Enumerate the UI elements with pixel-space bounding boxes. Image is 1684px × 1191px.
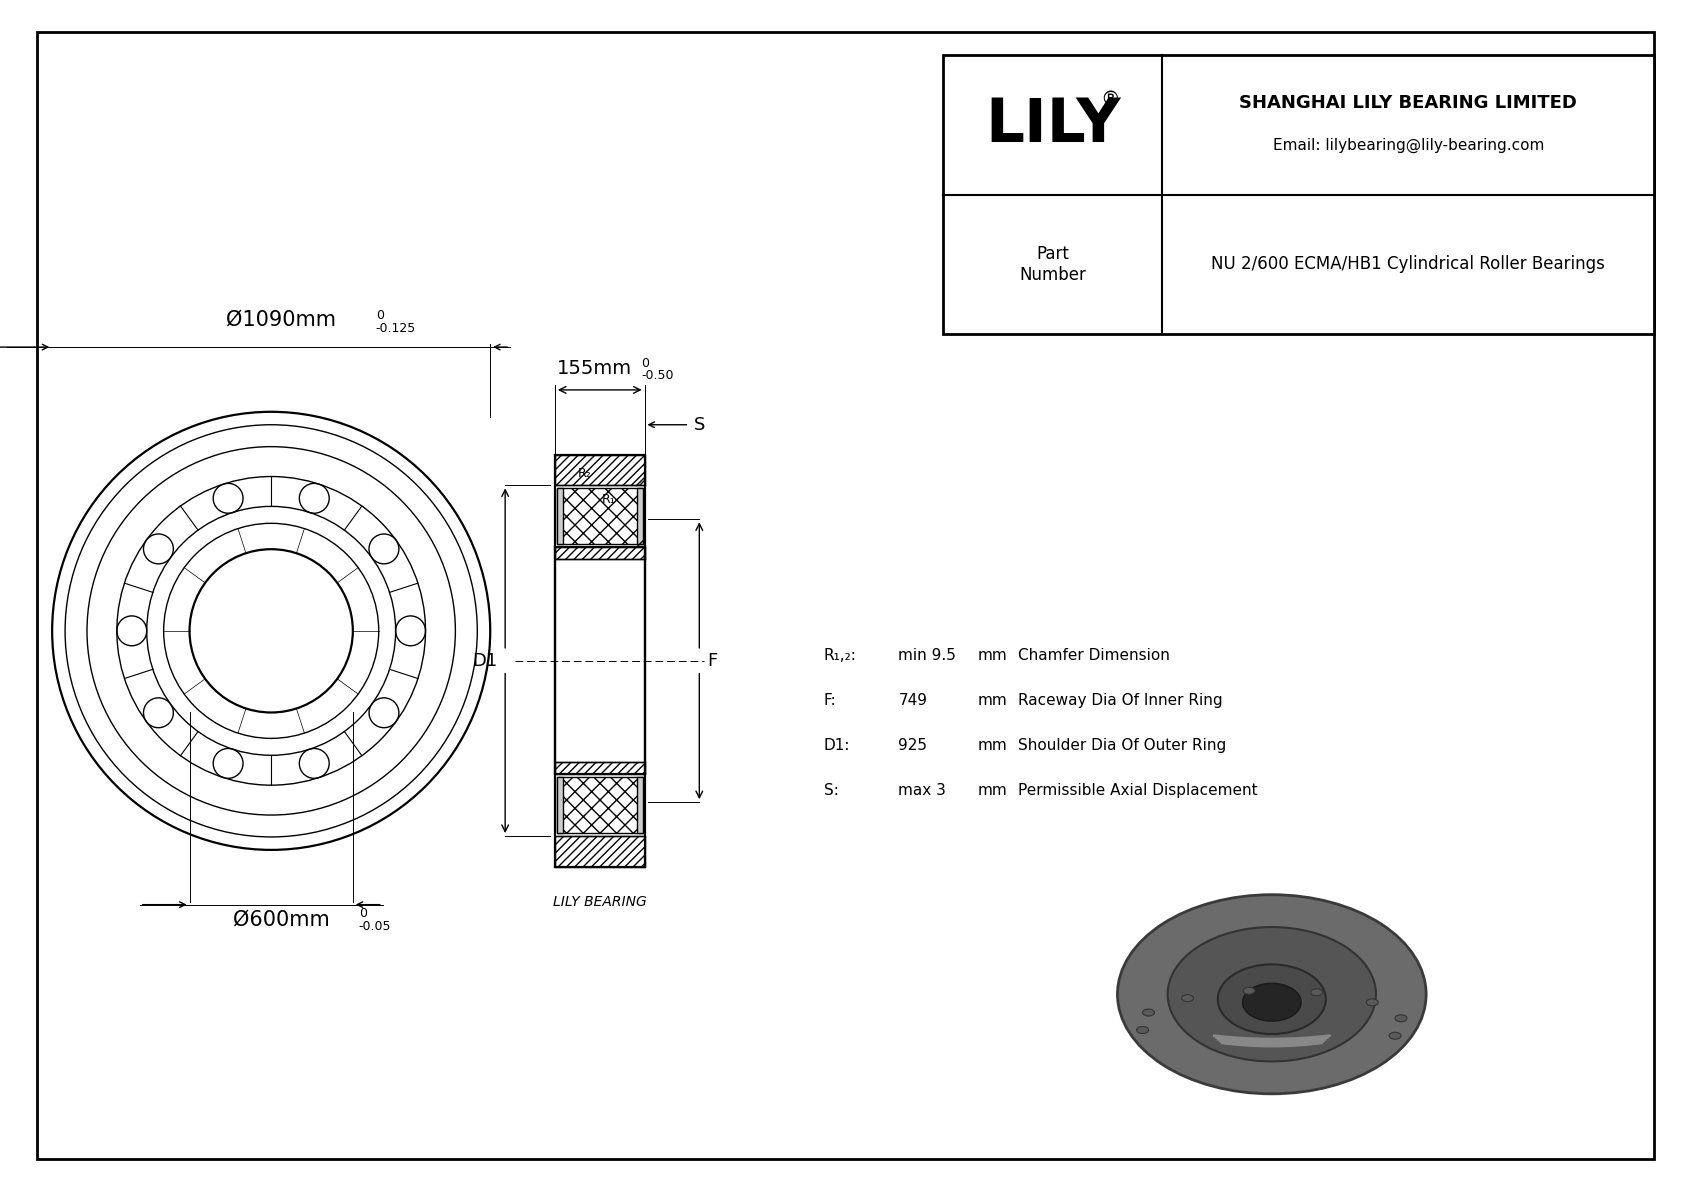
Ellipse shape <box>1243 987 1255 994</box>
Text: SHANGHAI LILY BEARING LIMITED: SHANGHAI LILY BEARING LIMITED <box>1239 94 1578 112</box>
Text: 749: 749 <box>899 693 928 707</box>
Ellipse shape <box>1243 984 1302 1021</box>
Text: max 3: max 3 <box>899 782 946 798</box>
Text: Email: lilybearing@lily-bearing.com: Email: lilybearing@lily-bearing.com <box>1273 137 1544 152</box>
Ellipse shape <box>1394 1015 1406 1022</box>
Text: D1: D1 <box>472 651 497 669</box>
Text: S:: S: <box>823 782 839 798</box>
Ellipse shape <box>1167 927 1376 1061</box>
Bar <box>943 55 1654 335</box>
Text: mm: mm <box>978 693 1007 707</box>
Text: R₁: R₁ <box>601 493 615 506</box>
Bar <box>557 778 643 833</box>
Text: Raceway Dia Of Inner Ring: Raceway Dia Of Inner Ring <box>1017 693 1223 707</box>
Bar <box>556 547 645 559</box>
Ellipse shape <box>1142 1009 1155 1016</box>
Text: LILY: LILY <box>985 95 1120 155</box>
Bar <box>556 455 645 486</box>
Text: Ø600mm: Ø600mm <box>232 910 330 930</box>
Ellipse shape <box>1389 1033 1401 1040</box>
Bar <box>556 836 645 867</box>
Text: mm: mm <box>978 782 1007 798</box>
Text: D1:: D1: <box>823 738 850 753</box>
Text: 925: 925 <box>899 738 928 753</box>
Text: Chamfer Dimension: Chamfer Dimension <box>1017 648 1170 663</box>
Text: Ø1090mm: Ø1090mm <box>226 310 337 329</box>
Text: Shoulder Dia Of Outer Ring: Shoulder Dia Of Outer Ring <box>1017 738 1226 753</box>
Text: mm: mm <box>978 648 1007 663</box>
Text: F: F <box>707 651 717 669</box>
Text: -0.50: -0.50 <box>642 369 674 382</box>
Text: ®: ® <box>1101 89 1120 108</box>
Text: NU 2/600 ECMA/HB1 Cylindrical Roller Bearings: NU 2/600 ECMA/HB1 Cylindrical Roller Bea… <box>1211 255 1605 274</box>
Text: 155mm: 155mm <box>557 358 632 378</box>
Bar <box>557 488 643 544</box>
Ellipse shape <box>1137 1027 1148 1034</box>
Text: Part
Number: Part Number <box>1019 245 1086 283</box>
Text: 0: 0 <box>642 357 650 370</box>
Ellipse shape <box>1218 965 1325 1034</box>
Text: Permissible Axial Displacement: Permissible Axial Displacement <box>1017 782 1258 798</box>
Ellipse shape <box>1118 894 1426 1093</box>
Text: F:: F: <box>823 693 837 707</box>
Text: min 9.5: min 9.5 <box>899 648 957 663</box>
Text: mm: mm <box>978 738 1007 753</box>
Bar <box>637 778 643 833</box>
Ellipse shape <box>1310 989 1322 996</box>
Text: 0: 0 <box>359 906 367 919</box>
Text: -0.05: -0.05 <box>359 919 391 933</box>
Bar <box>557 778 562 833</box>
Text: 0: 0 <box>376 310 384 323</box>
Text: S: S <box>694 416 706 434</box>
Ellipse shape <box>1366 999 1378 1006</box>
Bar <box>557 488 562 544</box>
Ellipse shape <box>1182 994 1194 1002</box>
Bar <box>556 762 645 774</box>
Bar <box>637 488 643 544</box>
Text: R₂: R₂ <box>578 467 591 480</box>
Text: R₁,₂:: R₁,₂: <box>823 648 857 663</box>
Text: -0.125: -0.125 <box>376 322 416 335</box>
Text: LILY BEARING: LILY BEARING <box>552 894 647 909</box>
